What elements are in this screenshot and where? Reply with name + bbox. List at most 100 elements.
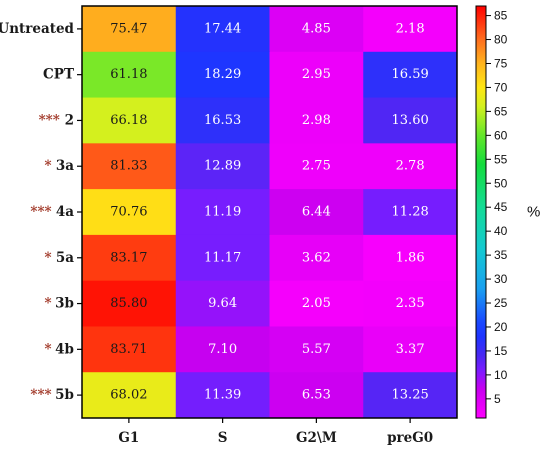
significance-marker: * <box>45 158 52 174</box>
colorbar-tick-label: 15 <box>494 344 508 358</box>
cell-value-label: 4.85 <box>302 21 331 36</box>
colorbar-gradient <box>475 5 487 419</box>
cell-value-label: 17.44 <box>204 21 241 36</box>
cell-value-label: 70.76 <box>110 205 147 220</box>
cell-value-label: 5.57 <box>302 342 331 357</box>
heatmap-cell <box>269 189 364 236</box>
cell-value-label: 13.60 <box>392 113 429 128</box>
colorbar-tick-label: 40 <box>494 224 508 238</box>
heatmap-cell <box>175 326 270 373</box>
heatmap-cell <box>175 189 270 236</box>
heatmap-cell <box>363 326 458 373</box>
cell-value-label: 18.29 <box>204 67 241 82</box>
cell-value-label: 81.33 <box>110 159 147 174</box>
cell-value-label: 11.17 <box>204 250 241 265</box>
cell-value-label: 66.18 <box>110 113 147 128</box>
significance-marker: * <box>45 296 52 312</box>
colorbar-tick-label: 45 <box>494 200 508 214</box>
heatmap-cell <box>82 97 177 144</box>
heatmap-cell <box>363 280 458 327</box>
colorbar-tick-label: 60 <box>494 128 508 142</box>
colorbar-ticks: 5 10 15 20 25 30 35 40 45 50 55 60 65 70 75 80 85 <box>486 9 508 406</box>
column-label: G1 <box>118 430 139 446</box>
column-label: preG0 <box>387 430 433 446</box>
heatmap-cell <box>269 234 364 282</box>
heatmap-cell <box>82 51 177 99</box>
cell-value-label: 2.78 <box>396 159 425 174</box>
colorbar-tick-label: 75 <box>494 56 508 70</box>
significance-marker: *** <box>30 387 51 403</box>
heatmap-cell <box>82 143 177 190</box>
colorbar-tick-label: 25 <box>494 296 508 310</box>
heatmap-cell <box>363 97 458 144</box>
heatmap-cell <box>363 189 458 236</box>
heatmap-cell <box>82 280 177 327</box>
heatmap-cell <box>363 143 458 190</box>
heatmap-cell <box>269 143 364 190</box>
cell-value-label: 75.47 <box>110 21 147 36</box>
significance-marker: *** <box>39 112 60 128</box>
row-label: 5b <box>55 387 74 403</box>
cell-value-label: 3.37 <box>396 342 425 357</box>
cell-value-label: 13.25 <box>392 388 429 403</box>
colorbar-tick-label: 55 <box>494 152 508 166</box>
cell-value-label: 2.05 <box>302 296 331 311</box>
heatmap-cell <box>269 6 364 53</box>
cell-value-label: 83.17 <box>110 250 147 265</box>
heatmap-cell <box>175 51 270 99</box>
heatmap-cell <box>175 280 270 327</box>
heatmap-cell <box>269 97 364 144</box>
colorbar-tick-label: 20 <box>494 320 508 334</box>
heatmap-cell <box>82 372 177 419</box>
heatmap-cell <box>82 6 177 53</box>
row-label: 5a <box>56 250 74 266</box>
heatmap-cell <box>175 234 270 282</box>
heatmap-cell <box>363 372 458 419</box>
cell-value-label: 3.62 <box>302 250 331 265</box>
row-label: 4b <box>55 341 74 357</box>
heatmap-cell <box>363 6 458 53</box>
cell-value-label: 2.35 <box>396 296 425 311</box>
cell-value-label: 12.89 <box>204 159 241 174</box>
heatmap-cells: 75.47 17.44 4.85 2.18 61.18 18.29 2.95 16.59 66.… <box>82 6 458 419</box>
column-label: S <box>218 430 228 446</box>
cell-value-label: 6.53 <box>302 388 331 403</box>
colorbar-tick-label: 85 <box>494 9 508 23</box>
cell-value-label: 2.95 <box>302 67 331 82</box>
cell-value-label: 9.64 <box>208 296 237 311</box>
heatmap-cell <box>82 189 177 236</box>
row-label: 2 <box>65 112 74 128</box>
row-label: Untreated <box>0 21 75 37</box>
cell-value-label: 7.10 <box>208 342 237 357</box>
cell-value-label: 11.28 <box>392 205 429 220</box>
row-label: CPT <box>43 67 74 83</box>
significance-marker: * <box>45 341 52 357</box>
heatmap-cell <box>175 143 270 190</box>
colorbar-tick-label: 65 <box>494 104 508 118</box>
significance-marker: *** <box>30 204 51 220</box>
row-label: 4a <box>56 204 74 220</box>
cell-value-label: 68.02 <box>110 388 147 403</box>
heatmap-cell <box>269 280 364 327</box>
cell-value-label: 83.71 <box>110 342 147 357</box>
heatmap-cell <box>82 326 177 373</box>
cell-value-label: 85.80 <box>110 296 147 311</box>
cell-value-label: 2.75 <box>302 159 331 174</box>
column-label: G2\M <box>296 430 337 446</box>
column-labels: G1 S G2\M preG0 <box>118 418 433 446</box>
heatmap-cell <box>269 372 364 419</box>
heatmap-cell <box>363 51 458 99</box>
colorbar-tick-label: 35 <box>494 248 508 262</box>
cell-value-label: 16.53 <box>204 113 241 128</box>
colorbar-tick-label: 30 <box>494 272 508 286</box>
cell-value-label: 16.59 <box>392 67 429 82</box>
colorbar-tick-label: 70 <box>494 80 508 94</box>
cell-value-label: 6.44 <box>302 205 331 220</box>
heatmap-cell <box>269 51 364 99</box>
heatmap-cell <box>269 326 364 373</box>
colorbar-title: % <box>527 204 540 221</box>
colorbar-tick-label: 50 <box>494 176 508 190</box>
colorbar-tick-label: 80 <box>494 33 508 47</box>
